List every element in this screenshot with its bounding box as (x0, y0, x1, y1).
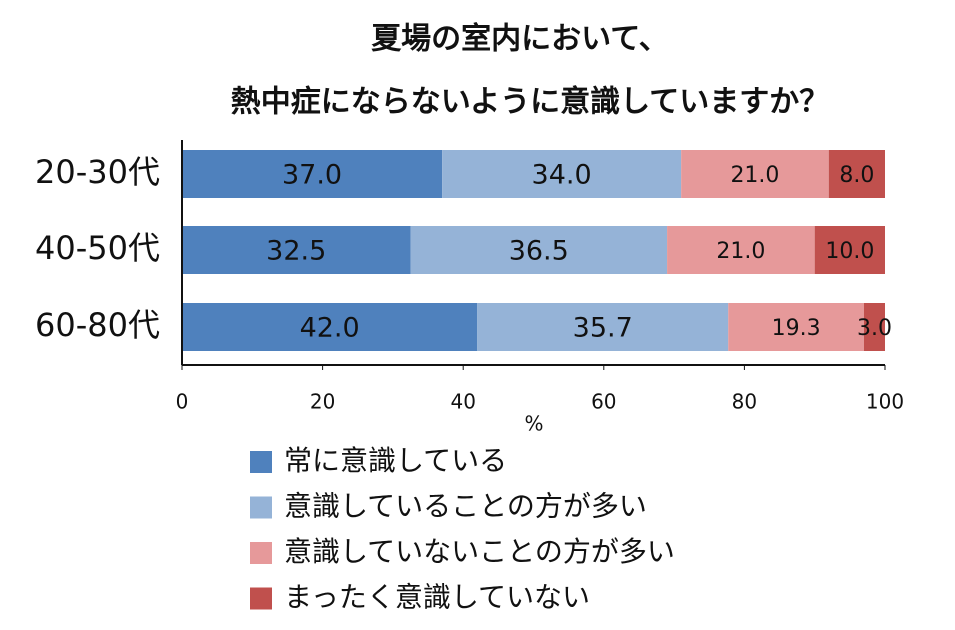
bar-segment (728, 303, 864, 351)
bar-segment (410, 226, 668, 274)
x-tick-label: 40 (450, 390, 475, 414)
legend-swatch (250, 542, 272, 564)
value-label: 21.0 (730, 163, 779, 188)
bar-segment (182, 303, 478, 351)
bar-segment (182, 226, 411, 274)
y-tick-label: 40-50代 (35, 229, 160, 267)
value-label: 21.0 (716, 239, 765, 264)
bar-segment (442, 150, 682, 198)
value-label: 37.0 (282, 160, 342, 191)
legend-swatch (250, 587, 272, 610)
value-label: 32.5 (266, 236, 326, 267)
legend-swatch (250, 496, 272, 519)
bar-segment (667, 226, 815, 274)
x-tick-label: 100 (866, 390, 904, 414)
chart-title: 熱中症にならないように意識していますか？ (231, 85, 830, 120)
value-label: 34.0 (532, 160, 592, 191)
y-tick-label: 60-80代 (35, 306, 160, 344)
value-label: 8.0 (839, 163, 874, 188)
x-tick-label: 20 (310, 390, 335, 414)
legend-label: まったく意識していない (284, 581, 590, 614)
y-tick-label: 20-30代 (35, 153, 160, 191)
x-axis-label: % (524, 412, 543, 436)
bar-segment (814, 226, 885, 274)
bar-segment (863, 303, 885, 351)
bar-segment (477, 303, 729, 351)
legend-label: 常に意識している (284, 444, 507, 477)
legend-label: 意識していないことの方が多い (284, 535, 675, 568)
bar-segment (182, 150, 443, 198)
bar-segment (828, 150, 885, 198)
x-tick-label: 80 (732, 390, 757, 414)
x-tick-label: 0 (176, 390, 189, 414)
bar-segment (681, 150, 829, 198)
value-label: 35.7 (573, 313, 633, 344)
value-label: 42.0 (300, 313, 360, 344)
legend-swatch (250, 451, 272, 473)
chart-title: 夏場の室内において、 (371, 22, 669, 57)
value-label: 10.0 (825, 239, 874, 264)
value-label: 3.0 (857, 316, 892, 341)
legend-label: 意識していることの方が多い (284, 490, 647, 523)
x-tick-label: 60 (591, 390, 616, 414)
value-label: 36.5 (509, 236, 569, 267)
value-label: 19.3 (772, 316, 821, 341)
